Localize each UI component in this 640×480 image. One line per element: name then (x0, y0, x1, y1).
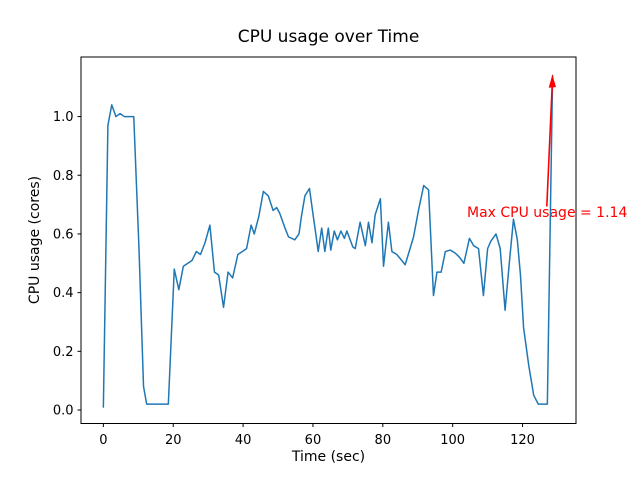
axes-spines (80, 56, 577, 424)
chart-title: CPU usage over Time (237, 27, 420, 47)
annotation-arrow-head (548, 74, 556, 88)
x-tick-label: 20 (165, 433, 182, 448)
x-axis-label: Time (sec) (291, 449, 366, 465)
x-tick-label: 0 (99, 433, 107, 448)
max-cpu-annotation: Max CPU usage = 1.14 (467, 205, 628, 221)
y-tick-label: 0.6 (53, 227, 74, 242)
x-tick-label: 60 (305, 433, 322, 448)
annotation-arrow-shaft (545, 87, 553, 207)
y-tick-label: 0.2 (53, 345, 74, 360)
y-tick-label: 0.0 (53, 404, 74, 419)
x-tick-label: 40 (235, 433, 252, 448)
x-tick-label: 100 (440, 433, 465, 448)
y-tick-label: 0.4 (53, 286, 74, 301)
y-tick-label: 1.0 (53, 110, 74, 125)
x-tick-label: 120 (510, 433, 535, 448)
cpu-usage-line (102, 74, 554, 408)
x-tick-label: 80 (375, 433, 392, 448)
y-tick-label: 0.8 (53, 169, 74, 184)
